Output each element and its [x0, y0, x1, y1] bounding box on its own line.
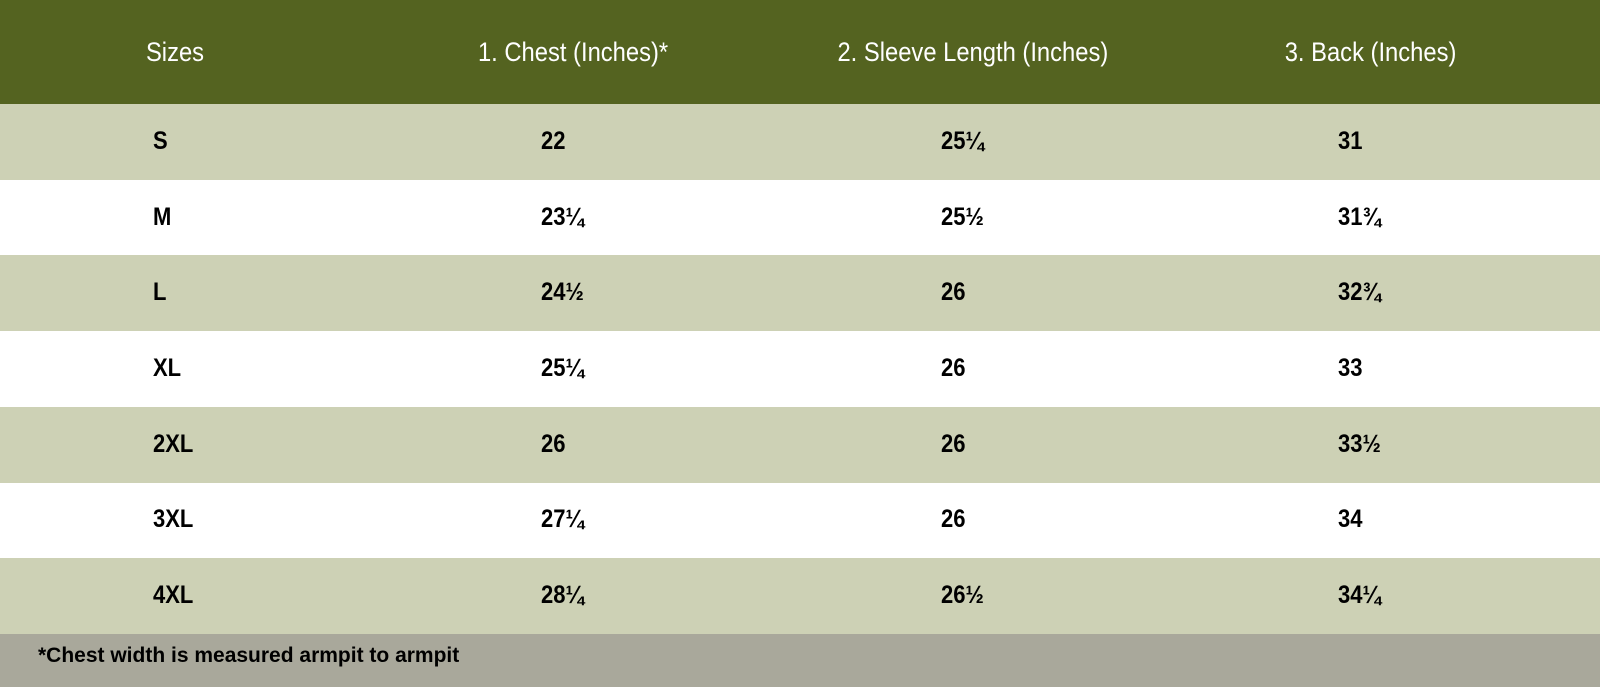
measurement: 31¾ — [1338, 202, 1381, 231]
size-label: 3XL — [153, 505, 194, 534]
measurement: 25¼ — [941, 126, 984, 155]
size-label: S — [153, 126, 168, 155]
measurement: 34 — [1338, 505, 1363, 534]
measurement: 26 — [941, 278, 966, 307]
measurement: 23¼ — [541, 202, 584, 231]
measurement: 26 — [541, 429, 566, 458]
measurement: 26 — [941, 353, 966, 382]
measurement: 31 — [1338, 126, 1363, 155]
measurement: 33 — [1338, 353, 1363, 382]
column-header: 1. Chest (Inches)* — [477, 37, 669, 67]
measurement: 34¼ — [1338, 581, 1381, 610]
table-row: L 24½ 26 32¾ — [0, 255, 1600, 332]
footnote: *Chest width is measured armpit to armpi… — [38, 644, 460, 667]
size-label: L — [153, 278, 167, 307]
table-row: 2XL 26 26 33½ — [0, 406, 1600, 483]
table-row: M 23¼ 25½ 31¾ — [0, 179, 1600, 256]
column-header: 2. Sleeve Length (Inches) — [837, 37, 1109, 67]
table-header: Sizes 1. Chest (Inches)* 2. Sleeve Length … — [0, 0, 1600, 104]
column-header: 3. Back (Inches) — [1284, 37, 1456, 67]
size-label: 2XL — [153, 429, 194, 458]
size-label: XL — [153, 353, 182, 382]
measurement: 26 — [941, 505, 966, 534]
table-row: S 22 25¼ 31 — [0, 104, 1600, 180]
column-header: Sizes — [145, 37, 205, 67]
table-row: XL 25¼ 26 33 — [0, 331, 1600, 407]
measurement: 33½ — [1338, 429, 1381, 458]
measurement: 24½ — [541, 278, 584, 307]
measurement: 26½ — [941, 581, 984, 610]
measurement: 25¼ — [541, 353, 584, 382]
size-label: M — [153, 202, 172, 231]
measurement: 22 — [541, 126, 566, 155]
table-row: 4XL 28¼ 26½ 34¼ — [0, 558, 1600, 634]
size-label: 4XL — [153, 581, 194, 610]
measurement: 28¼ — [541, 581, 584, 610]
footer-band — [0, 634, 1600, 687]
measurement: 26 — [941, 429, 966, 458]
measurement: 25½ — [941, 202, 984, 231]
measurement: 27¼ — [541, 505, 584, 534]
measurement: 32¾ — [1338, 278, 1381, 307]
table-row: 3XL 27¼ 26 34 — [0, 482, 1600, 559]
